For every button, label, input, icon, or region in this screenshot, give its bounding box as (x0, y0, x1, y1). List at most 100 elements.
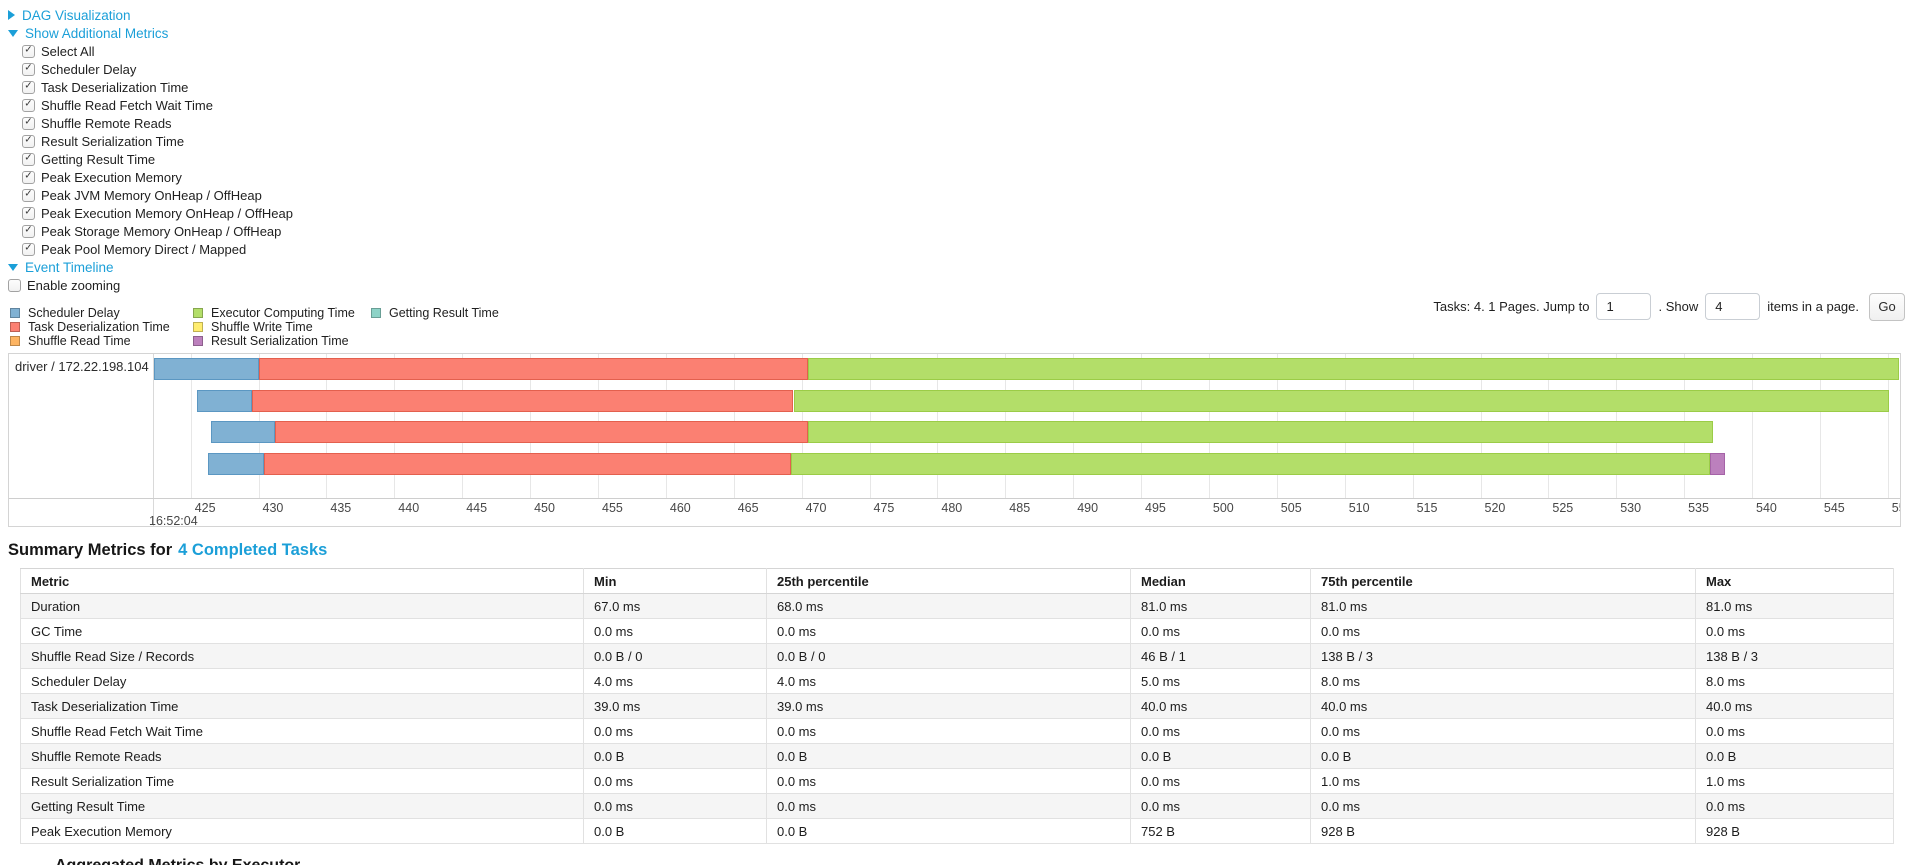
metric-checkbox[interactable]: ✓ (22, 98, 35, 112)
metric-value-cell: 0.0 ms (1130, 718, 1311, 744)
timeline-tick-label: 470 (805, 501, 827, 515)
metric-checkbox-label: Peak Execution Memory (41, 169, 182, 185)
metric-checkbox-row: ✓ Peak Execution Memory OnHeap / OffHeap (22, 204, 293, 222)
summary-table-row: GC Time 0.0 ms 0.0 ms 0.0 ms 0.0 ms 0.0 ms (20, 618, 1894, 644)
legend-item: Getting Result Time (371, 306, 499, 320)
legend-column: Scheduler Delay Task Deserialization Time… (10, 306, 193, 348)
metric-value-cell: 0.0 B / 0 (766, 643, 1131, 669)
task-bar-segment-executor_computing[interactable] (790, 452, 1710, 475)
task-bar-segment-task_deserialization[interactable] (258, 358, 809, 380)
metric-value-cell: 138 B / 3 (1310, 643, 1696, 669)
metric-checkbox-row: ✓ Shuffle Read Fetch Wait Time (22, 96, 293, 114)
task-bar-segment-task_deserialization[interactable] (264, 452, 791, 475)
summary-table-row: Result Serialization Time 0.0 ms 0.0 ms 0.0… (20, 768, 1894, 794)
metric-value-cell: 0.0 ms (766, 718, 1131, 744)
event-timeline-chart: driver / 172.22.198.104 425 430 435 440 445 4… (8, 353, 1901, 528)
metric-checkbox-label: Shuffle Read Fetch Wait Time (41, 97, 213, 113)
timeline-label-separator (153, 354, 154, 526)
task-bar-segment-scheduler_delay[interactable] (197, 389, 252, 412)
metric-checkbox[interactable]: ✓ (22, 80, 35, 94)
timeline-group-label: driver / 172.22.198.104 (15, 359, 149, 374)
check-icon: ✓ (24, 44, 33, 56)
metric-checkbox[interactable]: ✓ (22, 134, 35, 148)
timeline-axis-major-label: 16:52:04 (149, 514, 198, 528)
task-bar-segment-executor_computing[interactable] (808, 421, 1713, 443)
metric-checkbox-label: Scheduler Delay (41, 61, 137, 77)
timeline-tick-label: 475 (873, 501, 895, 515)
metric-checkbox-row: ✓ Getting Result Time (22, 150, 293, 168)
task-bar-segment-executor_computing[interactable] (808, 358, 1899, 380)
task-bar-segment-result_serialization[interactable] (1709, 452, 1725, 475)
event-timeline-toggle[interactable]: Event Timeline (8, 258, 293, 276)
dag-visualization-toggle[interactable]: DAG Visualization (8, 6, 293, 24)
summary-table-row: Peak Execution Memory 0.0 B 0.0 B 752 B 928 … (20, 818, 1894, 844)
timeline-gridline (1887, 354, 1889, 498)
metric-checkbox[interactable]: ✓ (22, 206, 35, 220)
metric-checkbox[interactable]: ✓ (22, 188, 35, 202)
task-bar-segment-executor_computing[interactable] (793, 389, 1890, 412)
completed-tasks-link[interactable]: 4 Completed Tasks (178, 541, 328, 559)
metric-name-cell: Duration (20, 593, 584, 619)
metric-value-cell: 40.0 ms (1695, 693, 1894, 719)
caret-down-icon (8, 263, 18, 271)
timeline-tick-label: 450 (534, 501, 555, 515)
items-per-page-input[interactable] (1705, 293, 1761, 320)
metric-checkbox[interactable]: ✓ (22, 62, 35, 76)
metric-checkbox[interactable]: ✓ (22, 242, 35, 256)
metric-name-cell: Scheduler Delay (20, 668, 584, 694)
metric-checkbox-row: ✓ Result Serialization Time (22, 132, 293, 150)
metric-value-cell: 0.0 ms (583, 793, 767, 819)
metric-checkbox[interactable]: ✓ (22, 170, 35, 184)
go-button[interactable]: Go (1869, 292, 1905, 321)
metric-value-cell: 5.0 ms (1130, 668, 1311, 694)
metric-checkbox[interactable]: ✓ (22, 44, 35, 58)
summary-column-header: Median (1130, 568, 1311, 594)
metric-value-cell: 0.0 B (1310, 743, 1696, 769)
timeline-tick-label: 530 (1620, 501, 1642, 515)
metric-checkbox-label: Select All (41, 43, 95, 59)
check-icon: ✓ (24, 116, 33, 128)
metric-checkbox[interactable]: ✓ (22, 116, 35, 130)
summary-column-header: 25th percentile (766, 568, 1131, 594)
jump-to-page-input[interactable] (1596, 293, 1652, 320)
task-bar-segment-scheduler_delay[interactable] (154, 358, 259, 380)
pagination-show-text: . Show (1658, 299, 1699, 314)
legend-item: Task Deserialization Time (10, 320, 193, 334)
metric-value-cell: 752 B (1130, 818, 1311, 844)
timeline-legend: Scheduler Delay Task Deserialization Time… (10, 306, 499, 348)
task-bar-segment-scheduler_delay[interactable] (211, 421, 275, 443)
event-timeline-label: Event Timeline (25, 259, 114, 275)
metric-value-cell: 8.0 ms (1310, 668, 1696, 694)
summary-metrics-title: Summary Metrics for 4 Completed Tasks (8, 541, 327, 560)
metric-value-cell: 39.0 ms (583, 693, 767, 719)
metric-checkbox-label: Peak JVM Memory OnHeap / OffHeap (41, 187, 262, 203)
enable-zooming-checkbox[interactable] (8, 278, 21, 292)
timeline-tick-label: 535 (1688, 501, 1709, 515)
task-bar-segment-task_deserialization[interactable] (274, 421, 809, 443)
legend-label: Executor Computing Time (211, 306, 355, 320)
metric-checkbox-row: ✓ Peak Pool Memory Direct / Mapped (22, 240, 293, 258)
task-bar-segment-scheduler_delay[interactable] (208, 452, 264, 475)
timeline-tick-label: 445 (466, 501, 488, 515)
metric-checkbox[interactable]: ✓ (22, 224, 35, 238)
summary-table-row: Shuffle Read Size / Records 0.0 B / 0 0.0 … (20, 643, 1894, 669)
enable-zooming-label: Enable zooming (27, 277, 121, 293)
metric-value-cell: 0.0 B (766, 743, 1131, 769)
timeline-tick-label: 505 (1280, 501, 1302, 515)
metric-value-cell: 0.0 ms (1130, 793, 1311, 819)
metric-checkbox[interactable]: ✓ (22, 152, 35, 166)
timeline-tick-label: 545 (1823, 501, 1845, 515)
task-bar-segment-task_deserialization[interactable] (251, 389, 794, 412)
show-additional-metrics-toggle[interactable]: Show Additional Metrics (8, 24, 293, 42)
metric-value-cell: 0.0 ms (1130, 618, 1311, 644)
metric-checkbox-label: Peak Storage Memory OnHeap / OffHeap (41, 223, 282, 239)
metric-checkbox-label: Getting Result Time (41, 151, 156, 167)
timeline-tick-label: 430 (262, 501, 284, 515)
legend-swatch-icon (10, 322, 20, 332)
metric-value-cell: 0.0 ms (1310, 718, 1696, 744)
metric-value-cell: 81.0 ms (1130, 593, 1311, 619)
summary-title-prefix: Summary Metrics for (8, 541, 173, 559)
check-icon: ✓ (24, 188, 33, 200)
metric-value-cell: 138 B / 3 (1695, 643, 1894, 669)
timeline-tick-label: 460 (669, 501, 691, 515)
